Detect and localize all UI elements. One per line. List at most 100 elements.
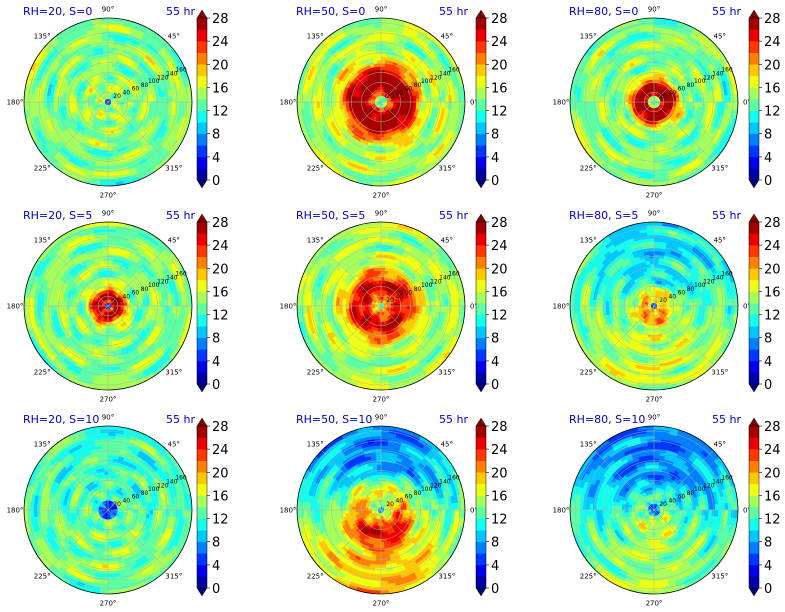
field-cell <box>419 97 424 103</box>
field-cell <box>376 59 382 64</box>
field-cell <box>101 40 109 45</box>
field-cell <box>441 95 446 103</box>
field-cell <box>718 95 723 103</box>
field-cell <box>65 101 70 107</box>
field-cell <box>649 62 655 67</box>
field-cell <box>100 24 109 29</box>
angle-tick-label: 225° <box>34 164 51 172</box>
angle-tick-label: 90° <box>102 6 114 14</box>
field-cell <box>375 146 382 151</box>
field-cell <box>345 98 350 103</box>
field-cell <box>576 94 581 103</box>
field-cell <box>714 95 719 103</box>
field-cell <box>374 33 382 38</box>
field-cell <box>435 96 440 103</box>
field-cell <box>653 75 657 80</box>
radial-tick-label: 160 <box>448 67 460 74</box>
field-cell <box>669 101 674 105</box>
field-cell <box>380 66 385 71</box>
field-cell <box>428 101 433 108</box>
field-cell <box>648 43 655 48</box>
field-cell <box>653 56 659 61</box>
field-cell <box>101 33 109 38</box>
colorbar-level <box>476 75 486 88</box>
field-cell <box>380 33 388 38</box>
field-cell <box>375 149 382 154</box>
field-cell <box>380 37 388 42</box>
field-cell <box>341 97 346 103</box>
panel: 0°45°90°135°180°225°270°315°204060801001… <box>7 5 229 200</box>
field-cell <box>30 101 35 110</box>
colorbar-tick-label: 12 <box>491 105 508 120</box>
field-cell <box>102 46 109 51</box>
field-cell <box>647 159 655 164</box>
radial-tick-label: 160 <box>175 67 187 74</box>
field-cell <box>653 133 658 138</box>
field-cell <box>380 50 387 55</box>
field-cell <box>380 140 386 145</box>
field-cell <box>634 99 639 103</box>
field-cell <box>689 101 694 107</box>
field-cell <box>107 50 114 55</box>
field-cell <box>708 96 713 103</box>
field-cell <box>598 96 603 103</box>
field-cell <box>361 99 366 103</box>
field-cell <box>611 101 616 107</box>
field-cell <box>329 96 334 103</box>
field-cell <box>376 137 382 142</box>
field-cell <box>651 124 655 129</box>
field-cell <box>698 101 703 108</box>
field-cell <box>376 143 382 148</box>
field-cell <box>373 175 382 180</box>
colorbar-tick-label: 8 <box>491 128 499 143</box>
field-cell <box>653 43 660 48</box>
field-cell <box>708 101 713 108</box>
colorbar-level <box>197 156 207 169</box>
field-cell <box>354 99 359 103</box>
field-cell <box>435 101 440 108</box>
field-cell <box>705 96 710 103</box>
field-cell <box>130 101 135 105</box>
field-cell <box>107 175 116 180</box>
field-cell <box>701 101 706 108</box>
field-cell <box>380 62 386 67</box>
field-cell <box>49 96 54 103</box>
field-cell <box>329 101 334 108</box>
field-cell <box>168 95 173 103</box>
field-cell <box>88 99 93 103</box>
radial-tick-label: 20 <box>386 93 394 100</box>
field-cell <box>107 140 113 145</box>
field-cell <box>611 97 616 103</box>
field-cell <box>103 143 109 148</box>
field-cell <box>59 96 64 103</box>
colorbar-level <box>197 52 207 65</box>
field-cell <box>107 75 111 80</box>
field-cell <box>653 159 661 164</box>
field-cell <box>576 101 581 110</box>
field-cell <box>653 156 660 161</box>
field-cell <box>101 159 109 164</box>
field-cell <box>653 149 660 154</box>
field-cell <box>647 166 655 171</box>
field-cell <box>102 149 109 154</box>
colorbar-extend-min <box>196 179 208 189</box>
field-cell <box>416 101 421 107</box>
field-cell <box>107 37 115 42</box>
field-cell <box>104 127 109 132</box>
field-cell <box>168 101 173 109</box>
field-cell <box>56 96 61 103</box>
field-cell <box>598 101 603 108</box>
field-cell <box>412 101 417 106</box>
panel-title: RH=20, S=0 <box>23 5 92 18</box>
field-cell <box>107 143 113 148</box>
field-cell <box>107 59 113 64</box>
colorbar-tick-label: 24 <box>491 35 508 50</box>
field-cell <box>107 82 111 87</box>
field-cell <box>592 95 597 103</box>
field-cell <box>396 101 401 105</box>
panel: 0°45°90°135°180°225°270°315°204060801001… <box>553 5 781 200</box>
colorbar-tick-label: 16 <box>212 81 229 96</box>
field-cell <box>374 159 382 164</box>
field-cell <box>653 140 659 145</box>
